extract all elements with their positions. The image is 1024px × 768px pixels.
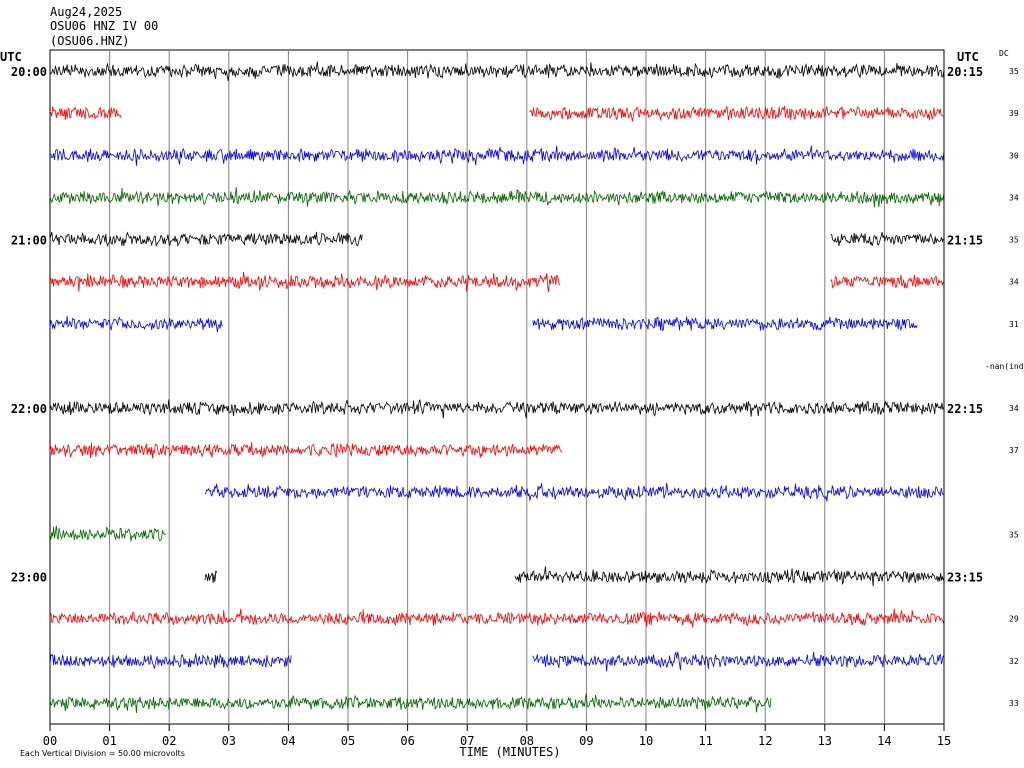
x-tick-label-03: 03 bbox=[222, 734, 236, 748]
hour-label-left: 23:00 bbox=[11, 571, 47, 585]
x-tick-label-11: 11 bbox=[698, 734, 712, 748]
date-title: Aug24,2025 bbox=[50, 5, 122, 19]
x-tick-label-12: 12 bbox=[758, 734, 772, 748]
scale-footer: Each Vertical Division = 50.00 microvolt… bbox=[20, 749, 185, 758]
dc-value-row-13: 29 bbox=[1009, 615, 1019, 624]
hour-label-left: 21:00 bbox=[11, 234, 47, 248]
hour-labels-group: 20:00 20:15 21:00 21:15 22:00 22:15 23:00 23:15 bbox=[11, 65, 983, 585]
x-tick-label-00: 00 bbox=[43, 734, 57, 748]
dc-value-row-11: 35 bbox=[1009, 530, 1019, 539]
dc-value-row-6: 31 bbox=[1009, 320, 1019, 329]
dc-value-row-0: 35 bbox=[1009, 67, 1019, 76]
trace-row-3-seg-0 bbox=[49, 187, 945, 208]
x-tick-label-13: 13 bbox=[818, 734, 832, 748]
trace-row-8-seg-0 bbox=[49, 399, 945, 419]
trace-row-2-seg-0 bbox=[49, 145, 945, 166]
channel-title: (OSU06.HNZ) bbox=[50, 34, 129, 48]
x-tick-label-10: 10 bbox=[639, 734, 653, 748]
x-tick-label-07: 07 bbox=[460, 734, 474, 748]
dc-header-label: DC bbox=[999, 49, 1009, 58]
trace-row-0-seg-0 bbox=[49, 61, 945, 81]
trace-row-9-seg-0 bbox=[49, 442, 563, 459]
x-tick-label-06: 06 bbox=[400, 734, 414, 748]
dc-labels-group: 35 39 30 34 35 34 31 -nan(ind 34 37 35 29 32 33 bbox=[985, 67, 1024, 708]
traces-group bbox=[49, 61, 945, 714]
dc-value-row-14: 32 bbox=[1009, 657, 1019, 666]
x-tick-label-05: 05 bbox=[341, 734, 355, 748]
trace-row-13-seg-0 bbox=[49, 608, 945, 628]
hour-label-right: 20:15 bbox=[947, 65, 983, 79]
vertical-gridlines bbox=[109, 50, 885, 724]
hour-label-left: 22:00 bbox=[11, 402, 47, 416]
dc-value-row-3: 34 bbox=[1009, 193, 1019, 202]
trace-row-12-seg-0 bbox=[204, 570, 218, 584]
x-tick-label-09: 09 bbox=[579, 734, 593, 748]
x-tick-label-08: 08 bbox=[520, 734, 534, 748]
x-tick-label-02: 02 bbox=[162, 734, 176, 748]
x-tick-label-14: 14 bbox=[877, 734, 891, 748]
trace-row-12-seg-1 bbox=[514, 566, 944, 587]
trace-row-6-seg-0 bbox=[49, 315, 223, 333]
trace-row-15-seg-0 bbox=[49, 693, 772, 714]
dc-value-row-15: 33 bbox=[1009, 699, 1019, 708]
trace-row-6-seg-1 bbox=[532, 316, 918, 332]
trace-row-4-seg-0 bbox=[49, 231, 363, 248]
dc-value-row-2: 30 bbox=[1009, 151, 1019, 160]
left-utc-label: UTC bbox=[0, 50, 22, 64]
dc-value-row-5: 34 bbox=[1009, 278, 1019, 287]
hour-label-left: 20:00 bbox=[11, 65, 47, 79]
dc-value-row-4: 35 bbox=[1009, 236, 1019, 245]
trace-row-10-seg-0 bbox=[204, 482, 945, 502]
x-tick-label-01: 01 bbox=[102, 734, 116, 748]
plot-frame bbox=[49, 49, 945, 725]
right-utc-label: UTC bbox=[957, 50, 979, 64]
dc-value-row-7: -nan(ind bbox=[985, 362, 1024, 371]
hour-label-right: 22:15 bbox=[947, 402, 983, 416]
trace-row-5-seg-0 bbox=[49, 271, 560, 293]
trace-row-14-seg-1 bbox=[532, 651, 944, 672]
trace-row-5-seg-1 bbox=[830, 274, 944, 289]
hour-label-right: 21:15 bbox=[947, 234, 983, 248]
trace-row-14-seg-0 bbox=[49, 653, 292, 669]
x-axis-title: TIME (MINUTES) bbox=[459, 745, 560, 759]
x-tick-label-04: 04 bbox=[281, 734, 295, 748]
x-axis-ticks: 00 01 02 03 04 05 06 07 08 09 10 11 12 13 14 15 bbox=[43, 724, 951, 748]
dc-value-row-1: 39 bbox=[1009, 109, 1019, 118]
x-tick-label-15: 15 bbox=[937, 734, 951, 748]
trace-row-1-seg-1 bbox=[529, 105, 944, 122]
trace-row-11-seg-0 bbox=[49, 525, 167, 542]
dc-value-row-8: 34 bbox=[1009, 404, 1019, 413]
station-title: OSU06 HNZ IV 00 bbox=[50, 19, 158, 33]
trace-row-4-seg-1 bbox=[830, 232, 944, 247]
dc-value-row-9: 37 bbox=[1009, 446, 1019, 455]
trace-row-1-seg-0 bbox=[49, 106, 122, 121]
hour-label-right: 23:15 bbox=[947, 571, 983, 585]
